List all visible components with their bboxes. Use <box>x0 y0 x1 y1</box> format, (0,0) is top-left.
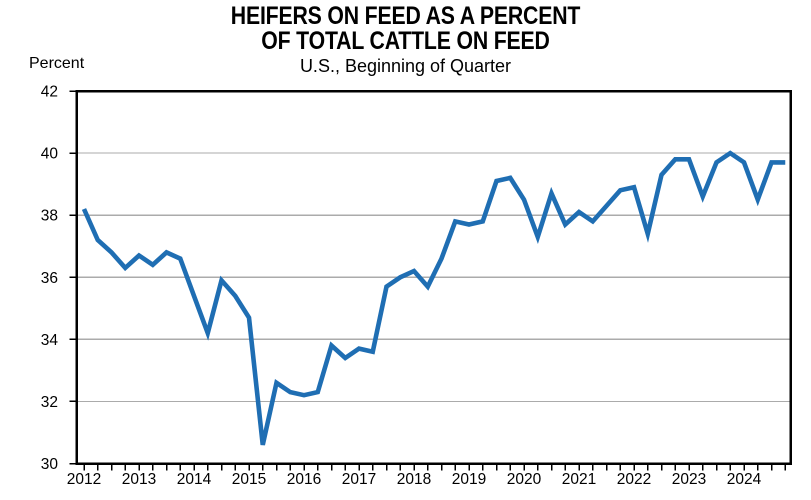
x-axis-ticks <box>83 465 786 471</box>
chart-subtitle: U.S., Beginning of Quarter <box>299 56 512 76</box>
y-tick-label: 32 <box>41 394 58 411</box>
y-tick-label: 38 <box>41 208 58 225</box>
data-line <box>81 150 786 446</box>
y-tick-label: 42 <box>41 84 58 101</box>
x-tick-label: 2016 <box>287 471 321 488</box>
chart-title-line2: OF TOTAL CATTLE ON FEED <box>261 27 550 55</box>
y-tick-label: 36 <box>41 270 58 287</box>
y-tick-label: 34 <box>41 332 59 349</box>
x-tick-label: 2024 <box>727 471 762 488</box>
y-tick-label: 40 <box>41 146 59 163</box>
plot-border <box>75 89 792 465</box>
x-tick-label: 2023 <box>672 471 706 488</box>
chart-title: HEIFERS ON FEED AS A PERCENT <box>230 2 581 30</box>
x-tick-label: 2019 <box>452 471 486 488</box>
x-tick-label: 2021 <box>562 471 596 488</box>
chart-title-block: HEIFERS ON FEED AS A PERCENT OF TOTAL CA… <box>0 4 811 77</box>
x-tick-label: 2013 <box>122 471 156 488</box>
y-axis-unit-label: Percent <box>29 55 85 72</box>
x-tick-label: 2017 <box>342 471 376 488</box>
y-tick-label: 30 <box>41 456 59 473</box>
y-axis-ticks <box>69 90 76 465</box>
x-tick-label: 2012 <box>67 471 101 488</box>
x-tick-label: 2014 <box>177 471 212 488</box>
x-tick-label: 2018 <box>397 471 431 488</box>
x-tick-label: 2022 <box>617 471 651 488</box>
x-tick-label: 2020 <box>507 471 542 488</box>
x-tick-label: 2015 <box>232 471 266 488</box>
